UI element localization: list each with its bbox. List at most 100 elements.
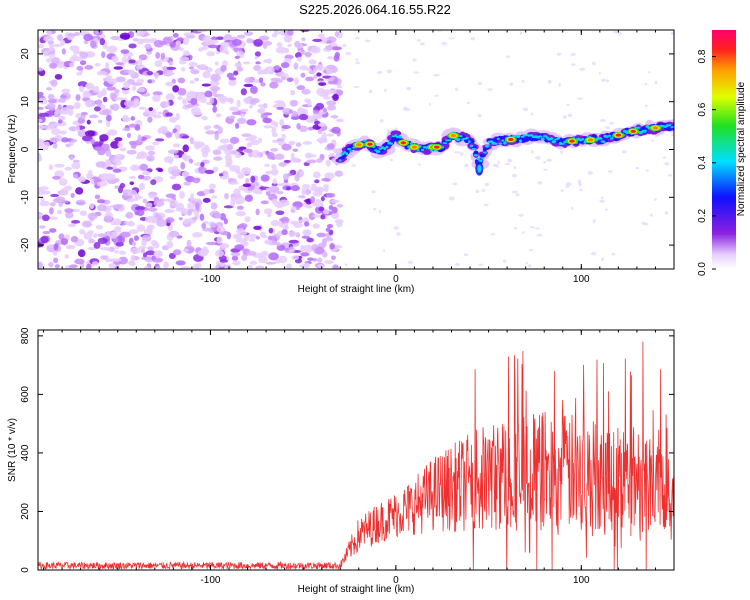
spectrogram-faint-dot [601,78,606,82]
spectrogram-noise-blob [316,87,326,96]
spectrogram-noise-blob [69,264,78,269]
spectrogram-ridge-blob [476,157,480,161]
spectrogram-ridge-blob [465,137,469,139]
spectrogram-noise-blob [231,111,241,116]
spectrogram-noise-blob [38,124,46,130]
snr-frame [37,329,675,571]
spectrogram-ridge-blob [581,137,585,141]
spectrogram-faint-dot [621,150,627,154]
spectrogram-noise-blob [58,130,67,135]
spectrogram-noise-blob [235,169,241,175]
spectrogram-noise-blob [48,261,54,268]
spectrogram-noise-blob [324,260,334,264]
spectrogram-noise-blob [76,65,84,71]
spectrogram-noise-blob [117,235,123,243]
spectrogram-noise-blob [136,78,145,84]
spectrogram-faint-dot [543,161,547,164]
spectrogram-ridge-blob [349,150,354,153]
spectrogram-noise-blob [64,211,74,219]
spectrogram-noise-blob [150,216,158,224]
spectrogram-faint-dot [635,166,640,170]
spectrogram-noise-blob [179,56,190,62]
spectrogram-noise-blob [335,118,344,123]
spectrogram-noise-blob [231,39,242,46]
spectrogram-noise-blob [229,106,239,112]
spectrogram-faint-dot [345,51,352,56]
spectrogram-noise-blob [237,172,245,179]
spectrogram-noise-blob [74,31,81,36]
spectrogram-noise-blob [236,66,244,72]
spectrogram-noise-blob [325,89,337,94]
spectrogram-noise-blob [216,36,224,41]
spectrogram-noise-blob [201,83,212,87]
spectrogram-noise-blob [60,188,69,196]
spectrogram-noise-blob [60,238,69,246]
spectrogram-noise-blob [198,166,204,172]
spectrogram-noise-blob [305,76,315,82]
spectrogram-noise-blob [51,44,62,48]
spectrogram-noise-blob [230,115,236,120]
spectrogram-noise-blob [206,241,217,246]
spectrogram-noise-blob [179,190,186,199]
spectrogram-noise-blob [331,255,336,261]
spectrogram-noise-blob [40,235,49,244]
spectrogram-noise-blob [153,39,164,48]
spectrogram-faint-dot [611,252,616,256]
spectrogram-noise-blob [207,44,219,49]
spectrogram-noise-blob [281,143,292,151]
spectrogram-noise-blob [257,266,262,269]
spectrogram-noise-blob [38,118,43,123]
spectrogram-ridge-blob [501,139,505,142]
spectrogram-noise-blob [119,32,131,40]
spectrogram-faint-dot [543,168,548,171]
spectrogram-noise-blob [302,184,311,190]
spectrogram-hotspot-core [450,134,457,138]
spectrogram-noise-blob [288,249,295,253]
spectrogram-noise-blob [192,177,201,184]
spectrogram-faint-dot [600,196,604,200]
spectrogram-noise-blob [187,201,195,210]
spectrogram-noise-blob [317,122,327,127]
spectrogram-ridge-blob [636,126,641,129]
spectrogram-noise-blob [49,228,57,233]
spectrogram-noise-blob [138,245,147,250]
spectrogram-noise-blob [258,77,264,84]
spectrogram-noise-blob [38,188,45,196]
spectrogram-hotspot-core [569,139,575,143]
spectrogram-noise-blob [242,183,252,188]
spectrogram-faint-dot [522,231,525,235]
spectrogram-noise-blob [271,132,279,138]
spectrogram-noise-blob [249,99,257,106]
spectrogram-faint-dot [601,257,604,261]
colorbar-tick-label: 0.8 [697,49,708,63]
spectrogram-noise-blob [274,153,285,160]
spectrogram-noise-blob [42,230,51,235]
spectrogram-faint-dot [567,113,573,117]
spectrogram-noise-blob [197,250,209,257]
spectrogram-noise-blob [203,144,210,153]
spectrogram-noise-blob [182,144,189,153]
spectrogram-noise-blob [39,225,46,229]
spectrogram-noise-blob [102,96,108,103]
spectrogram-noise-blob [255,236,260,240]
spectrogram-noise-blob [298,171,305,176]
spectrogram-faint-dot [454,262,460,267]
spectrogram-ridge-blob [420,148,425,152]
spectrogram-faint-dot [613,30,619,34]
spectrogram-noise-blob [143,266,151,269]
spectrogram-faint-dot [355,61,361,65]
spectrogram-ridge-blob [390,130,402,137]
spectrogram-faint-dot [560,188,564,192]
spectrogram-faint-dot [390,158,393,162]
spectrogram-faint-dot [513,166,516,170]
spectrogram-noise-blob [336,221,343,228]
spectrogram-noise-blob [314,187,323,195]
spectrogram-noise-blob [327,80,338,85]
spectrogram-noise-blob [180,162,186,170]
spectrogram-noise-blob [274,79,284,83]
spectrogram-noise-blob [41,214,50,222]
spectrogram-noise-blob [51,57,61,64]
spectrogram-noise-blob [329,242,335,250]
spectrogram-noise-blob [278,199,290,207]
spectrogram-noise-blob [260,82,266,87]
